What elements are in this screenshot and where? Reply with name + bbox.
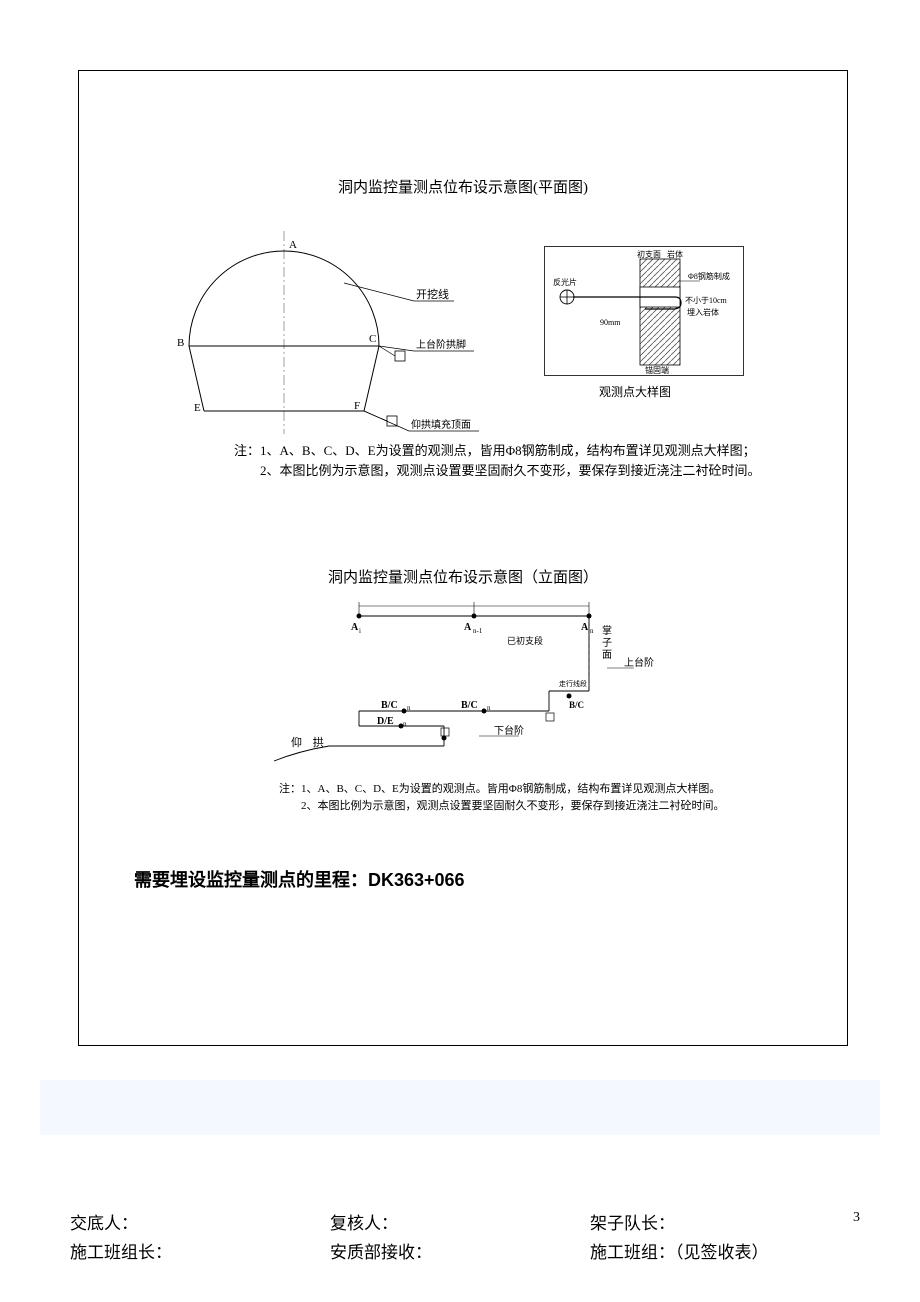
svg-text:B/C: B/C: [381, 700, 398, 711]
svg-text:B/C: B/C: [461, 700, 478, 711]
svg-text:A: A: [351, 622, 359, 633]
step-symbol-upper: [395, 351, 405, 361]
notes2-line2: 2、本图比例为示意图，观测点设置要坚固耐久不变形，要保存到接近浇注二衬砼时间。: [301, 800, 725, 812]
elevation-title: 洞内监控量测点位布设示意图（立面图）: [328, 566, 598, 587]
svg-text:n: n: [487, 704, 491, 712]
sig-jiaodi: 交底人：: [70, 1210, 330, 1239]
label-lower-bench: 下台阶: [494, 724, 524, 737]
notes1-line1: 1、A、B、C、D、E为设置的观测点，皆用Φ8钢筋制成，结构布置详见观测点大样图…: [260, 443, 756, 458]
point-b-label: B: [177, 337, 184, 349]
svg-text:A: A: [581, 622, 589, 633]
label-upper-bench: 上台阶: [624, 656, 654, 669]
side-right: [364, 346, 379, 411]
label-upper-arch: 上台阶拱脚: [416, 338, 466, 351]
point-c-label: C: [369, 333, 376, 345]
svg-text:n: n: [407, 704, 411, 712]
svg-text:i: i: [359, 627, 361, 635]
label-invert: 仰拱填充顶面: [411, 418, 471, 431]
elevation-notes: 注：1、A、B、C、D、E为设置的观测点。皆用Φ8钢筋制成，结构布置详见观测点大…: [279, 781, 725, 814]
svg-text:面: 面: [602, 650, 612, 661]
svg-text:90mm: 90mm: [600, 318, 621, 327]
svg-text:D/E: D/E: [377, 716, 394, 727]
point-a-label: A: [289, 239, 297, 251]
label-yichu: 已初支段: [507, 635, 543, 646]
detail-diagram: 初支面 岩体 反光片 Φ8钢筋制成 不小于10cm 埋入岩体 90mm 锚固端: [544, 246, 744, 376]
label-kaiwaxian: 开挖线: [416, 287, 449, 301]
label-fangda: 反光片: [553, 277, 577, 287]
leader-invert: [364, 411, 409, 431]
label-yanggong: 仰 拱: [291, 735, 328, 749]
step-symbol-lower: [387, 416, 397, 426]
plan-diagram: A B C E F 开挖线 上台阶拱脚 仰拱填充顶面: [149, 216, 489, 436]
svg-text:子: 子: [602, 637, 612, 649]
sig-banzu: 施工班组长：: [70, 1239, 330, 1268]
svg-text:n-1: n-1: [473, 627, 483, 635]
leader-kaiwaxian: [344, 283, 414, 301]
sig-jiazidui: 架子队长：: [590, 1210, 850, 1239]
decorative-band: [40, 1080, 880, 1135]
notes2-prefix: 注：: [279, 783, 301, 795]
label-maru: 埋入岩体: [687, 307, 719, 317]
label-yanti: 岩体: [667, 249, 683, 259]
label-chushi: 初支面: [637, 249, 661, 259]
label-zhangzi-1: 掌: [602, 625, 612, 637]
plan-notes: 注：1、A、B、C、D、E为设置的观测点，皆用Φ8钢筋制成，结构布置详见观测点大…: [234, 441, 761, 480]
page-frame: 洞内监控量测点位布设示意图(平面图) A B C E F: [78, 70, 848, 1046]
leader-upper-arch: [379, 346, 414, 351]
signature-footer: 交底人： 复核人： 架子队长： 施工班组长： 安质部接收： 施工班组：（见签收表…: [70, 1210, 850, 1268]
notes2-line1: 1、A、B、C、D、E为设置的观测点。皆用Φ8钢筋制成，结构布置详见观测点大样图…: [301, 783, 720, 795]
label-phi8: Φ8钢筋制成: [688, 271, 730, 281]
detail-caption: 观测点大样图: [599, 383, 671, 400]
sig-fuhe: 复核人：: [330, 1210, 590, 1239]
notes1-line2: 2、本图比例为示意图，观测点设置要坚固耐久不变形，要保存到接近浇注二衬砼时间。: [260, 463, 761, 478]
label-buxiao: 不小于10cm: [685, 296, 728, 305]
sig-banzu2: 施工班组：（见签收表）: [590, 1239, 850, 1268]
rock-body: [640, 259, 680, 365]
svg-text:n: n: [403, 720, 407, 728]
notes-prefix: 注：: [234, 443, 260, 458]
plan-view-title: 洞内监控量测点位布设示意图(平面图): [338, 176, 588, 197]
svg-text:A: A: [464, 622, 472, 633]
label-zouhang: 走行线段: [559, 679, 587, 688]
page-number: 3: [853, 1210, 860, 1226]
label-maoding: 锚固端: [645, 365, 669, 375]
svg-text:B/C: B/C: [569, 700, 584, 710]
point-f-label: F: [354, 400, 360, 412]
point-e-label: E: [194, 402, 201, 414]
mileage-statement: 需要埋设监控量测点的里程：DK363+066: [134, 866, 465, 892]
sig-anzhibu: 安质部接收：: [330, 1239, 590, 1268]
svg-text:n: n: [590, 627, 594, 635]
elevation-diagram: Ai An-1 An 已初支段 掌 子 面 上台阶 走行线段 B/C n: [269, 596, 689, 776]
